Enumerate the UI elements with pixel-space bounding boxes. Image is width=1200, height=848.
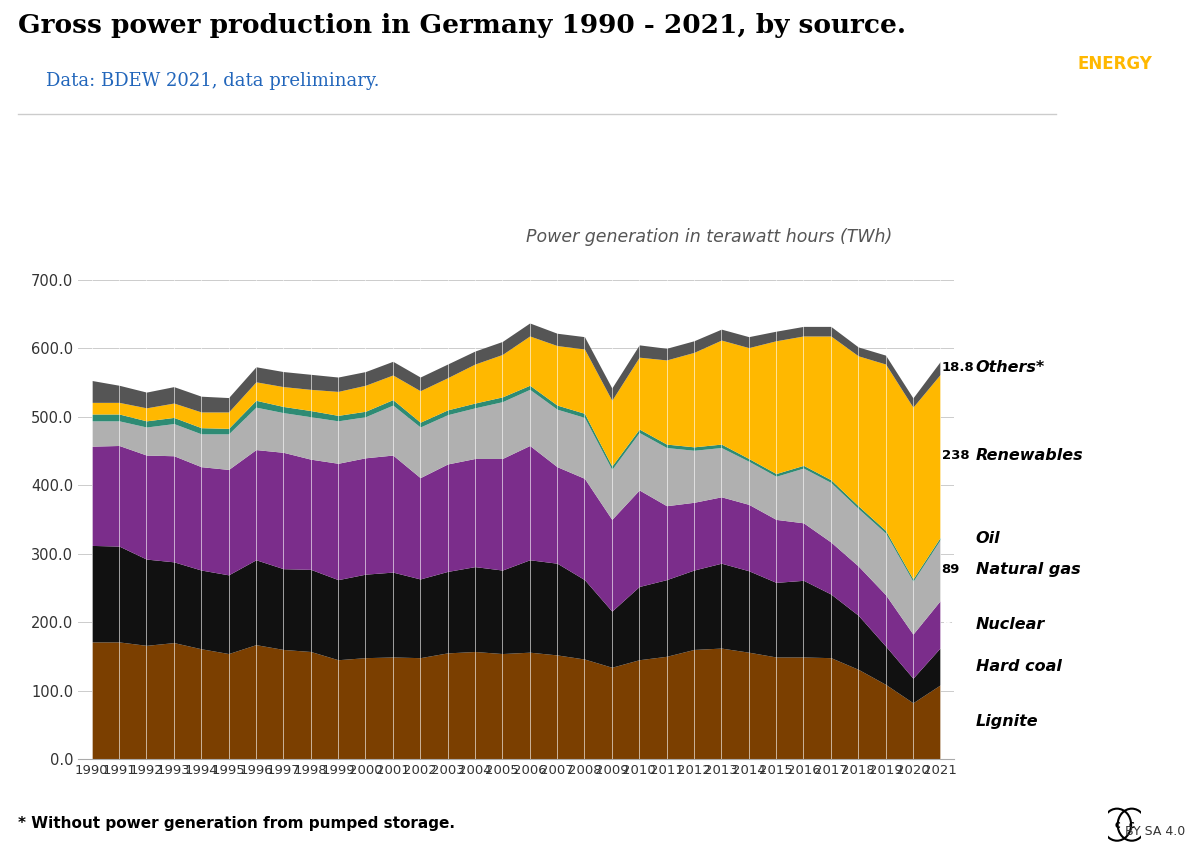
Text: c: c [1129,820,1135,829]
Text: 89: 89 [942,563,960,577]
Text: Others*: Others* [976,360,1045,376]
Text: Hard coal: Hard coal [976,659,1062,674]
Text: Gross power production in Germany 1990 - 2021, by source.: Gross power production in Germany 1990 -… [18,13,906,37]
Text: 108.3: 108.3 [942,716,984,728]
Text: 18.8: 18.8 [942,361,974,374]
Text: ENERGY: ENERGY [1078,55,1152,74]
Text: Nuclear: Nuclear [976,616,1045,632]
Text: 54.3: 54.3 [942,660,974,672]
Text: Data: BDEW 2021, data preliminary.: Data: BDEW 2021, data preliminary. [46,72,379,90]
Text: Lignite: Lignite [976,714,1038,729]
Text: 69: 69 [942,617,960,631]
Text: Renewables: Renewables [976,449,1084,463]
Text: Natural gas: Natural gas [976,562,1080,577]
Text: Power generation in terawatt hours (TWh): Power generation in terawatt hours (TWh) [526,228,892,246]
Text: Oil: Oil [976,531,1001,546]
Text: c: c [1114,820,1120,829]
Text: * Without power generation from pumped storage.: * Without power generation from pumped s… [18,816,455,831]
Text: CLEAN: CLEAN [1085,27,1145,46]
Text: 238: 238 [942,449,970,462]
Text: WIRE: WIRE [1091,83,1139,102]
Text: BY SA 4.0: BY SA 4.0 [1126,825,1186,838]
